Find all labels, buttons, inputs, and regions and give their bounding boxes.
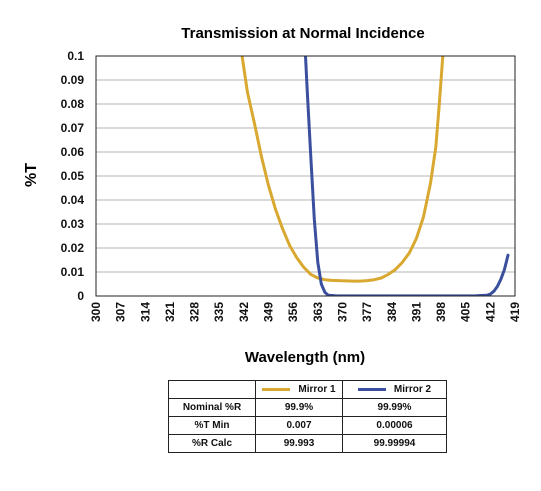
mirror-1-value: 99.9% (255, 398, 343, 417)
x-tick-label: 412 (483, 302, 497, 322)
mirror-2-value: 0.00006 (342, 416, 447, 435)
x-tick-label: 314 (138, 302, 152, 322)
x-tick-label: 307 (114, 302, 128, 322)
mirror-1-value: 99.993 (255, 434, 343, 453)
chart-title: Transmission at Normal Incidence (181, 25, 424, 42)
x-tick-label: 391 (409, 302, 423, 322)
y-tick-label: 0.05 (61, 169, 85, 183)
y-axis-label: %T (23, 163, 40, 187)
mirror-2-swatch (357, 387, 386, 391)
table-row: Nominal %R 99.9% 99.99% (168, 398, 447, 417)
y-tick-label: 0.02 (61, 241, 85, 255)
row-label: %T Min (168, 416, 256, 435)
legend-header-mirror-1: Mirror 1 (255, 380, 343, 399)
mirror-2-value: 99.99% (342, 398, 447, 417)
row-label: %R Calc (168, 434, 256, 453)
x-tick-label: 363 (311, 302, 325, 322)
mirror-2-name: Mirror 2 (393, 384, 432, 395)
x-tick-label: 342 (237, 302, 251, 322)
series-line-mirror-1 (240, 56, 445, 283)
y-tick-label: 0.1 (67, 49, 84, 63)
x-ticks: 300 307 314 321 328 335 342 349 356 363 370 377 384 3… (89, 302, 522, 322)
legend-table: Mirror 1 Mirror 2 Nominal %R 99.9% 99.99… (168, 380, 447, 453)
mirror-1-swatch (262, 387, 291, 391)
legend-header-empty (168, 380, 256, 399)
x-tick-label: 405 (459, 302, 473, 322)
y-tick-label: 0.03 (61, 217, 85, 231)
y-tick-label: 0.06 (61, 145, 85, 159)
y-tick-label: 0.08 (61, 97, 85, 111)
table-row: %T Min 0.007 0.00006 (168, 416, 447, 435)
x-tick-label: 398 (434, 302, 448, 322)
x-axis-label: Wavelength (nm) (245, 349, 365, 366)
plot-frame (95, 55, 516, 297)
y-tick-label: 0 (77, 289, 84, 303)
y-tick-label: 0.04 (61, 193, 85, 207)
x-tick-label: 377 (360, 302, 374, 322)
row-label: Nominal %R (168, 398, 256, 417)
mirror-1-name: Mirror 1 (298, 384, 336, 395)
y-tick-label: 0.07 (61, 121, 85, 135)
y-ticks: 0 0.01 0.02 0.03 0.04 0.05 0.06 0.07 0.08 0.09 0.1 (61, 49, 85, 303)
legend-header-mirror-2: Mirror 2 (342, 380, 447, 399)
chart: Transmission at Normal Incidence %T Wave… (23, 25, 522, 366)
x-tick-label: 356 (286, 302, 300, 322)
x-tick-label: 335 (212, 302, 226, 322)
mirror-2-value: 99.99994 (342, 434, 447, 453)
x-tick-label: 419 (508, 302, 522, 322)
table-row: %R Calc 99.993 99.99994 (168, 434, 447, 453)
x-tick-label: 321 (163, 302, 177, 322)
y-tick-label: 0.09 (61, 73, 85, 87)
x-tick-label: 300 (89, 302, 103, 322)
x-tick-label: 349 (262, 302, 276, 322)
legend-header-row: Mirror 1 Mirror 2 (168, 380, 447, 399)
x-tick-label: 370 (335, 302, 349, 322)
grid (96, 79, 515, 273)
y-tick-label: 0.01 (61, 265, 85, 279)
x-tick-label: 384 (385, 302, 399, 322)
x-tick-label: 328 (188, 302, 202, 322)
mirror-1-value: 0.007 (255, 416, 343, 435)
